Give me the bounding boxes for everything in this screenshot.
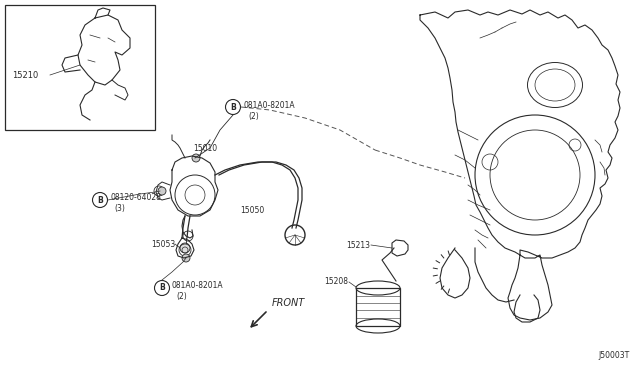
Text: J50003T: J50003T <box>599 351 630 360</box>
Text: B: B <box>159 283 165 292</box>
Text: 15050: 15050 <box>240 205 264 215</box>
Text: 15213: 15213 <box>346 241 370 250</box>
Text: (2): (2) <box>248 112 259 121</box>
Text: B: B <box>230 103 236 112</box>
Circle shape <box>93 192 108 208</box>
Bar <box>356 288 400 326</box>
Text: 15053: 15053 <box>151 240 175 248</box>
Circle shape <box>180 243 190 253</box>
Text: (2): (2) <box>176 292 187 301</box>
Text: 081A0-8201A: 081A0-8201A <box>172 280 223 289</box>
Circle shape <box>225 99 241 115</box>
Text: (3): (3) <box>114 203 125 212</box>
Text: B: B <box>97 196 103 205</box>
Bar <box>5 5 155 130</box>
Circle shape <box>154 280 170 295</box>
Text: 08120-64028: 08120-64028 <box>110 192 161 202</box>
Text: 15010: 15010 <box>193 144 217 153</box>
Circle shape <box>158 187 166 195</box>
Circle shape <box>192 154 200 162</box>
Text: 15210: 15210 <box>12 71 38 80</box>
Text: FRONT: FRONT <box>272 298 305 308</box>
Circle shape <box>182 254 190 262</box>
Text: 15208: 15208 <box>324 278 348 286</box>
Text: 081A0-8201A: 081A0-8201A <box>244 100 296 109</box>
